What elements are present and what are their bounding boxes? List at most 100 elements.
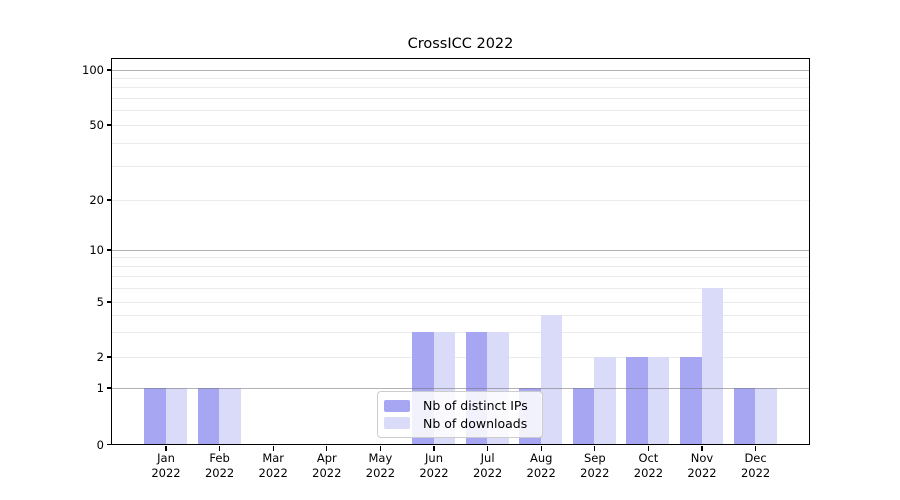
x-tick — [326, 446, 328, 451]
x-tick-label: Nov 2022 — [672, 451, 732, 481]
gridline-minor — [112, 287, 809, 289]
x-tick — [379, 446, 382, 451]
legend: Nb of distinct IPs Nb of downloads — [377, 391, 543, 438]
x-tick-label: Feb 2022 — [190, 451, 250, 481]
y-tick — [107, 69, 112, 71]
x-tick-label: Aug 2022 — [511, 451, 571, 481]
bar-distinct-ips — [680, 356, 702, 444]
x-tick-year: 2022 — [258, 465, 288, 480]
gridline-major — [112, 387, 809, 389]
x-tick-month: Jun — [425, 450, 443, 465]
x-tick-label: Oct 2022 — [618, 451, 678, 481]
bar-downloads — [701, 287, 723, 444]
y-tick — [107, 249, 112, 251]
x-tick-year: 2022 — [151, 465, 181, 480]
x-tick-year: 2022 — [472, 465, 503, 480]
gridline-minor — [112, 77, 809, 79]
bar-distinct-ips — [572, 387, 595, 444]
x-tick-label: Jan 2022 — [136, 451, 196, 481]
x-tick-label: Sep 2022 — [565, 451, 625, 481]
legend-label-distinct-ips: Nb of distinct IPs — [423, 398, 528, 414]
x-tick — [433, 446, 435, 451]
y-tick — [107, 356, 112, 358]
x-tick-year: 2022 — [687, 465, 717, 480]
y-tick — [107, 443, 112, 446]
gridline-minor — [112, 124, 809, 126]
bar-downloads — [647, 356, 670, 444]
bar-downloads — [219, 387, 241, 444]
x-tick-year: 2022 — [419, 465, 449, 480]
x-tick-label: May 2022 — [350, 451, 410, 481]
bar-downloads — [594, 356, 616, 444]
y-tick — [107, 301, 112, 303]
bar-distinct-ips — [197, 387, 220, 444]
gridline-minor — [112, 97, 809, 99]
bar-downloads — [540, 314, 563, 444]
x-tick-month: Oct — [638, 450, 659, 465]
gridline-minor — [112, 356, 809, 358]
x-tick-month: Nov — [690, 450, 714, 465]
x-tick-year: 2022 — [204, 465, 235, 480]
y-tick — [107, 199, 112, 201]
x-tick-label: Dec 2022 — [726, 451, 786, 481]
x-tick-month: Jan — [157, 450, 175, 465]
x-tick-year: 2022 — [312, 465, 342, 480]
x-tick — [594, 446, 596, 451]
x-tick-month: Mar — [262, 450, 285, 465]
plot-area: Nb of distinct IPs Nb of downloads — [111, 58, 810, 445]
x-tick-year: 2022 — [365, 465, 396, 480]
y-tick — [107, 387, 112, 389]
x-tick-month: Jul — [480, 450, 495, 465]
gridline-minor — [112, 110, 809, 112]
x-tick-month: Dec — [744, 450, 767, 465]
y-tick-label: 5 — [96, 295, 104, 309]
legend-item-distinct-ips: Nb of distinct IPs — [384, 398, 534, 413]
x-tick — [540, 446, 542, 451]
gridline-minor — [112, 276, 809, 278]
x-tick-month: May — [368, 450, 393, 465]
x-tick-month: Aug — [529, 450, 553, 465]
x-tick-year: 2022 — [633, 465, 664, 480]
y-tick-label: 20 — [89, 193, 104, 207]
x-tick-month: Feb — [209, 450, 230, 465]
legend-label-downloads: Nb of downloads — [423, 415, 528, 431]
y-tick — [107, 124, 112, 126]
gridline-minor — [112, 166, 809, 168]
y-tick-label: 10 — [89, 243, 104, 257]
bar-distinct-ips — [733, 387, 756, 444]
x-tick — [165, 446, 167, 451]
x-tick-year: 2022 — [526, 465, 556, 480]
x-tick-month: Sep — [583, 450, 606, 465]
y-tick-label: 1 — [96, 381, 104, 395]
x-tick — [272, 446, 274, 451]
legend-swatch-downloads — [384, 417, 410, 430]
gridline-minor — [112, 266, 809, 268]
bar-distinct-ips — [626, 356, 648, 444]
x-tick — [754, 446, 757, 451]
gridline-minor — [112, 314, 809, 316]
bar-downloads — [755, 387, 777, 444]
legend-item-downloads: Nb of downloads — [384, 416, 534, 431]
x-tick-label: Jun 2022 — [404, 451, 464, 481]
x-tick-year: 2022 — [580, 465, 610, 480]
gridline-minor — [112, 301, 809, 303]
x-tick — [486, 446, 489, 451]
gridline-minor — [112, 332, 809, 334]
gridline-major — [112, 249, 809, 251]
bar-distinct-ips — [144, 387, 166, 444]
bar-downloads — [165, 387, 187, 444]
x-tick-label: Mar 2022 — [243, 451, 303, 481]
x-tick-year: 2022 — [740, 465, 771, 480]
y-tick-label: 100 — [82, 63, 104, 77]
gridline-minor — [112, 87, 809, 89]
gridline-minor — [112, 199, 809, 201]
x-tick — [701, 446, 703, 451]
x-tick-month: Apr — [316, 450, 337, 465]
y-tick-label: 0 — [96, 437, 104, 452]
y-tick-label: 50 — [89, 118, 104, 132]
chart-title: CrossICC 2022 — [407, 36, 514, 52]
x-tick — [218, 446, 221, 451]
gridline-major — [112, 69, 809, 71]
x-tick-label: Apr 2022 — [297, 451, 357, 481]
